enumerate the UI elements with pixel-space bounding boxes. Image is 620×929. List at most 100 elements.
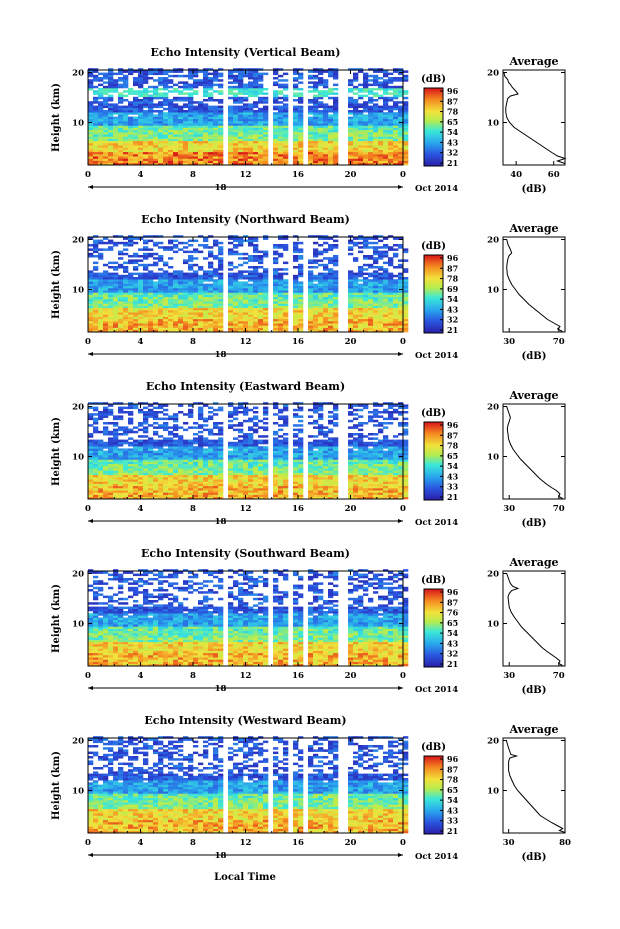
heatmap-cell [313,112,319,115]
heatmap-cell [308,151,314,155]
heatmap-cell [363,246,369,249]
heatmap-cell [318,116,324,120]
heatmap-cell [378,160,384,164]
heatmap-cell [258,88,264,91]
heatmap-cell [378,307,384,311]
heatmap-cell [138,446,144,449]
heatmap-cell [198,290,204,293]
heatmap-cell [98,121,104,124]
heatmap-cell [153,441,159,445]
heatmap-cell [213,279,219,282]
heatmap-cell [143,283,149,287]
heatmap-cell [278,281,284,284]
heatmap-cell [213,70,219,73]
heatmap-cell [248,81,254,84]
heatmap-cell [148,488,154,491]
heatmap-cell [233,160,239,164]
heatmap-cell [323,294,329,298]
heatmap-cell [128,279,134,282]
heatmap-cell [158,140,164,144]
heatmap-cell [103,446,109,449]
heatmap-cell [363,121,369,124]
heatmap-cell [213,72,219,76]
heatmap-cell [358,325,364,328]
heatmap-cell [123,485,129,489]
heatmap-cell [158,477,164,480]
heatmap-cell [168,294,174,298]
heatmap-cell [203,305,209,309]
heatmap-cell [298,96,304,100]
heatmap-cell [123,138,129,142]
heatmap-cell [153,457,159,460]
heatmap-cell [138,483,144,487]
heatmap-cell [128,237,134,240]
heatmap-cell [103,468,109,471]
heatmap-cell [138,450,144,454]
heatmap-cell [143,272,149,276]
heatmap-cell [153,94,159,98]
heatmap-cell [128,323,134,326]
heatmap-cell [213,325,219,328]
heatmap-cell [163,88,169,91]
heatmap-cell [243,303,249,306]
heatmap-cell [373,79,379,82]
heatmap-cell [233,299,239,302]
heatmap-cell [278,154,284,157]
heatmap-cell [363,316,369,320]
heatmap-cell [228,114,234,117]
heatmap-cell [113,483,119,487]
heatmap-cell [118,77,124,80]
heatmap-cell [363,116,369,120]
heatmap-cell [323,268,329,271]
heatmap-cell [93,151,99,155]
heatmap-cell [278,323,284,326]
heatmap-cell [158,318,164,322]
heatmap-cell [208,147,214,150]
heatmap-cell [123,140,129,144]
heatmap-cell [138,316,144,320]
heatmap-cell [88,270,94,273]
heatmap-cell [283,85,289,89]
heatmap-cell [188,149,194,153]
heatmap-cell [263,323,269,326]
heatmap-cell [133,457,139,460]
heatmap-cell [228,283,234,287]
heatmap-cell [133,307,139,311]
heatmap-cell [123,127,129,131]
heatmap-cell [273,325,279,328]
heatmap-cell [168,140,174,144]
heatmap-cell [273,259,279,262]
heatmap-cell [93,303,99,306]
heatmap-cell [88,303,94,306]
heatmap-cell [88,281,94,284]
heatmap-cell [218,118,224,122]
heatmap-cell [108,162,114,166]
heatmap-cell [163,492,169,495]
heatmap-cell [263,285,269,289]
heatmap-cell [253,68,259,71]
heatmap-cell [273,285,279,289]
heatmap-cell [113,158,119,161]
heatmap-cell [283,118,289,122]
heatmap-cell [378,272,384,276]
heatmap-cell [153,316,159,320]
heatmap-cell [403,292,409,295]
heatmap-cell [198,147,204,150]
heatmap-cell [363,74,369,78]
heatmap-cell [383,127,389,131]
heatmap-cell [323,134,329,137]
heatmap-cell [158,327,164,331]
heatmap-cell [133,154,139,157]
heatmap-cell [128,277,134,280]
heatmap-cell [138,307,144,311]
heatmap-cell [398,110,404,113]
heatmap-cell [318,272,324,276]
heatmap-cell [188,121,194,124]
heatmap-cell [348,248,354,251]
heatmap-cell [358,123,364,126]
heatmap-cell [153,158,159,161]
heatmap-cell [138,314,144,317]
heatmap-cell [278,272,284,276]
heatmap-cell [178,85,184,89]
heatmap-cell [328,301,334,304]
